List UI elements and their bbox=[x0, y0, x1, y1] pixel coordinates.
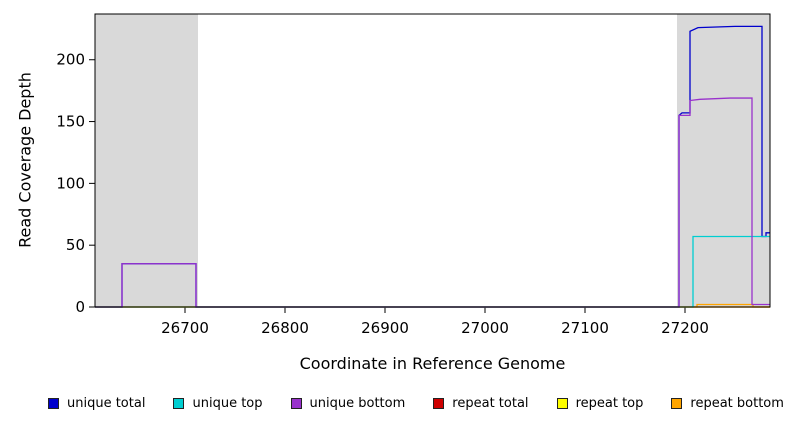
x-tick-label: 27000 bbox=[461, 319, 509, 337]
legend-label: repeat total bbox=[452, 396, 529, 411]
legend-swatch bbox=[173, 398, 185, 409]
x-tick-label: 27200 bbox=[661, 319, 709, 337]
x-tick-label: 26900 bbox=[361, 319, 409, 337]
legend-label: unique total bbox=[67, 396, 146, 411]
chart-legend: unique total unique top unique bottom repea… bbox=[48, 396, 784, 411]
legend-swatch bbox=[48, 398, 59, 409]
x-axis-title: Coordinate in Reference Genome bbox=[299, 354, 566, 373]
coverage-plot: 26700 26800 26900 27000 27100 27200 0 50 100 150 2… bbox=[56, 13, 771, 337]
plot-border bbox=[94, 13, 771, 308]
legend-label: repeat bottom bbox=[690, 396, 784, 411]
y-tick-label: 50 bbox=[66, 236, 85, 254]
legend-item-unique-top: unique top bbox=[173, 396, 263, 411]
x-tick-label: 26800 bbox=[261, 319, 309, 337]
legend-label: unique top bbox=[192, 396, 263, 411]
shaded-region bbox=[677, 14, 770, 307]
legend-item-repeat-top: repeat top bbox=[556, 396, 644, 411]
y-tick-label: 100 bbox=[56, 174, 85, 192]
legend-item-repeat-bottom: repeat bottom bbox=[671, 396, 784, 411]
series-unique-bottom bbox=[95, 97, 770, 308]
legend-item-unique-total: unique total bbox=[48, 396, 145, 411]
legend-item-unique-bottom: unique bottom bbox=[290, 396, 406, 411]
legend-item-repeat-total: repeat total bbox=[433, 396, 529, 411]
legend-label: repeat top bbox=[575, 396, 644, 411]
legend-swatch bbox=[671, 398, 683, 409]
x-tick-label: 27100 bbox=[561, 319, 609, 337]
legend-label: unique bottom bbox=[309, 396, 406, 411]
legend-swatch bbox=[556, 398, 568, 409]
legend-swatch bbox=[290, 398, 302, 409]
shaded-region bbox=[95, 14, 198, 307]
y-tick-label: 200 bbox=[56, 51, 85, 69]
legend-swatch bbox=[433, 398, 445, 409]
y-tick-label: 0 bbox=[75, 298, 85, 316]
x-tick-label: 26700 bbox=[161, 319, 209, 337]
y-tick-label: 150 bbox=[56, 113, 85, 131]
